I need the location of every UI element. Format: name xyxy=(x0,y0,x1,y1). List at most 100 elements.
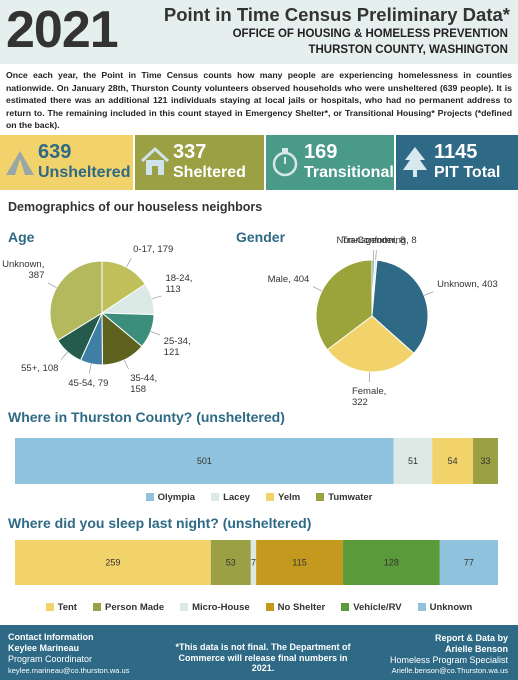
data-label: 7 xyxy=(251,558,256,568)
leader-line xyxy=(375,250,377,261)
legend-label: Yelm xyxy=(278,492,301,503)
data-label: 33 xyxy=(481,456,491,466)
legend-label: Vehicle/RV xyxy=(353,602,402,613)
legend-swatch xyxy=(265,603,274,611)
bar-segment xyxy=(473,438,498,484)
legend-item: Yelm xyxy=(266,492,300,503)
stat-value: 169 xyxy=(304,141,338,163)
footer: Contact Information Keylee Marineau Prog… xyxy=(0,625,518,680)
chart-title: Gender xyxy=(236,229,286,245)
stat-label: Transitional xyxy=(304,164,394,181)
tree-icon xyxy=(403,147,427,177)
footer-text: Keylee Marineau xyxy=(8,643,80,653)
pie-slice xyxy=(371,259,429,354)
leader-line xyxy=(123,359,129,370)
leader-line xyxy=(60,351,68,360)
legend-item: Person Made xyxy=(92,602,165,613)
legend-item: Tumwater xyxy=(316,492,372,503)
legend: Olympia Lacey Yelm Tumwater xyxy=(0,492,518,503)
data-label: 55+, 108 xyxy=(21,362,59,374)
legend-item: Tent xyxy=(45,602,77,613)
leader-line xyxy=(423,291,434,296)
stopwatch-icon xyxy=(272,148,298,177)
legend-item: Lacey xyxy=(211,492,250,503)
intro: Once each year, the Point in Time Census… xyxy=(6,70,512,131)
legend-item: No Shelter xyxy=(265,602,326,613)
legend-label: Person Made xyxy=(104,602,165,613)
stat-box: 1145 PIT Total xyxy=(396,135,518,190)
legend-label: Olympia xyxy=(157,492,196,503)
legend-swatch xyxy=(180,603,189,611)
chart-title: Where did you sleep last night? (unshelt… xyxy=(8,515,312,531)
stat-label: Unsheltered xyxy=(38,164,131,181)
data-label: Transgender, 8 xyxy=(341,235,406,247)
stat-value: 337 xyxy=(173,141,207,163)
data-label: 54 xyxy=(448,456,458,466)
house-icon xyxy=(140,146,170,175)
footer-text: Arielle.benson@co.Thurston.wa.us xyxy=(391,666,508,675)
bar-segment xyxy=(250,540,257,585)
legend-swatch xyxy=(316,493,325,501)
leader-line xyxy=(312,286,323,292)
footer-note: *This data is not final. The Department … xyxy=(175,642,351,673)
chart-title: Age xyxy=(8,229,35,245)
data-label: 128 xyxy=(384,558,399,568)
legend-item: Vehicle/RV xyxy=(341,602,402,613)
data-label: 77 xyxy=(464,558,474,568)
header xyxy=(0,0,518,64)
legend-swatch xyxy=(417,603,426,611)
footer-text: Arielle Benson xyxy=(444,644,508,654)
charts: 501 51 54 33 259 53 7 115 128 77 xyxy=(15,250,498,585)
footer-text: Program Coordinator xyxy=(8,654,93,664)
footer-text: Contact Information xyxy=(8,632,94,642)
data-label: 501 xyxy=(197,456,212,466)
leader-line xyxy=(150,331,161,336)
legend-label: Lacey xyxy=(223,492,251,503)
data-label: Male, 404 xyxy=(267,273,310,285)
section-heading: Demographics of our houseless neighbors xyxy=(8,200,263,214)
bar-segment xyxy=(210,540,251,585)
data-label: 259 xyxy=(105,558,120,568)
bar-segment xyxy=(439,540,498,585)
year: 2021 xyxy=(6,1,119,59)
leader-line xyxy=(47,282,57,288)
data-label: 35-44, 158 xyxy=(130,372,158,395)
legend-swatch xyxy=(211,493,220,501)
stat-label: Sheltered xyxy=(173,164,246,181)
footer-text: Report & Data by xyxy=(434,633,508,643)
stat-value: 1145 xyxy=(434,141,478,163)
legend: Tent Person Made Micro-House No Shelter Vehi… xyxy=(0,602,518,613)
legend-item: Unknown xyxy=(417,602,473,613)
legend-label: Micro-House xyxy=(192,602,250,613)
stat-box: 169 Transitional xyxy=(266,135,394,190)
leader-line xyxy=(88,363,92,374)
data-label: 53 xyxy=(226,558,236,568)
data-label: 115 xyxy=(292,558,306,568)
data-label: 45-54, 79 xyxy=(68,377,109,389)
footer-text: keylee.marineau@co.thurston.wa.us xyxy=(8,666,130,675)
title: Point in Time Census Preliminary Data* xyxy=(163,4,510,25)
legend-label: No Shelter xyxy=(277,602,326,613)
legend-swatch xyxy=(92,603,101,611)
data-label: 18-24, 113 xyxy=(165,272,193,295)
chart-title: Where in Thurston County? (unsheltered) xyxy=(8,409,285,425)
bar-segment xyxy=(393,438,433,484)
bar-segment xyxy=(15,438,394,484)
data-label: 0-17, 179 xyxy=(133,243,174,255)
subtitle: OFFICE OF HOUSING & HOMELESS PREVENTION xyxy=(232,28,508,40)
leader-line xyxy=(151,295,162,300)
data-label: Unknown, 387 xyxy=(2,258,45,281)
data-label: Unknown, 403 xyxy=(437,279,498,291)
data-label: 25-34, 121 xyxy=(163,336,191,359)
legend-label: Tent xyxy=(57,602,77,613)
data-label: 51 xyxy=(408,456,418,466)
legend-label: Unknown xyxy=(429,602,473,613)
legend-item: Olympia xyxy=(145,492,196,503)
bar-segment xyxy=(256,540,344,585)
footer-text: Homeless Program Specialist xyxy=(389,655,508,665)
stat-box: 639 Unsheltered xyxy=(0,135,133,190)
bar-segment xyxy=(432,438,474,484)
legend-swatch xyxy=(266,493,275,501)
legend-label: Tumwater xyxy=(328,492,373,503)
legend-swatch xyxy=(341,603,350,611)
